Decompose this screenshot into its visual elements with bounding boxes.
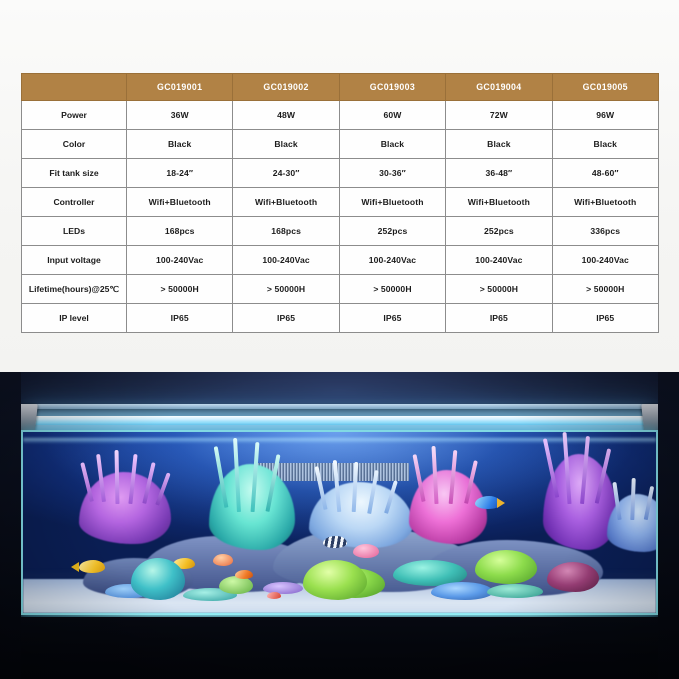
coral-teal-plate — [487, 584, 543, 598]
cell-lifetime-gc019001: > 50000H — [125, 274, 234, 304]
coral-green-cluster — [219, 576, 253, 594]
page-title: Lights to Enhance Your Corals — [22, 13, 384, 41]
cell-ip-level-gc019005: IP65 — [551, 303, 659, 333]
cell-leds-gc019002: 168pcs — [232, 216, 340, 246]
coral-pink-accent — [353, 544, 379, 558]
cell-fit-tank-size-gc019002: 24-30″ — [232, 158, 340, 188]
cell-fit-tank-size-gc019004: 36-48″ — [445, 158, 553, 188]
row-label-input-voltage: Input voltage — [21, 245, 127, 275]
cell-color-gc019005: Black — [551, 129, 659, 159]
right-dark-margin — [658, 372, 679, 679]
row-label-fit-tank-size: Fit tank size — [21, 158, 127, 188]
table-row: Lifetime(hours)@25℃ > 50000H > 50000H > … — [21, 274, 659, 304]
table-body: Power 36W 48W 60W 72W 96W Color Black Bl… — [21, 100, 659, 333]
cell-leds-gc019004: 252pcs — [445, 216, 553, 246]
row-label-ip-level: IP level — [21, 303, 127, 333]
column-header-gc019002: GC019002 — [232, 73, 340, 101]
cell-input-voltage-gc019005: 100-240Vac — [551, 245, 659, 275]
aquarium-tank — [21, 430, 658, 615]
cell-lifetime-gc019004: > 50000H — [445, 274, 553, 304]
table-row: LEDs 168pcs 168pcs 252pcs 252pcs 336pcs — [21, 216, 659, 246]
column-header-gc019001: GC019001 — [125, 73, 234, 101]
aquarium-product-photo — [0, 372, 679, 679]
fish-clownfish — [235, 570, 253, 579]
cell-controller-gc019004: Wifi+Bluetooth — [445, 187, 553, 217]
table-header: GC019001 GC019002 GC019003 GC019004 GC01… — [21, 73, 659, 101]
cell-lifetime-gc019005: > 50000H — [551, 274, 659, 304]
column-header-gc019004: GC019004 — [445, 73, 553, 101]
row-label-controller: Controller — [21, 187, 127, 217]
cell-fit-tank-size-gc019003: 30-36″ — [338, 158, 447, 188]
table-row: IP level IP65 IP65 IP65 IP65 IP65 — [21, 303, 659, 333]
cell-power-gc019004: 72W — [445, 100, 553, 130]
column-header-gc019003: GC019003 — [338, 73, 447, 101]
cell-fit-tank-size-gc019001: 18-24″ — [125, 158, 234, 188]
cell-input-voltage-gc019003: 100-240Vac — [338, 245, 447, 275]
cell-input-voltage-gc019004: 100-240Vac — [445, 245, 553, 275]
cell-color-gc019002: Black — [232, 129, 340, 159]
row-label-power: Power — [21, 100, 127, 130]
cell-color-gc019004: Black — [445, 129, 553, 159]
cell-ip-level-gc019003: IP65 — [338, 303, 447, 333]
cell-power-gc019003: 60W — [338, 100, 447, 130]
cell-fit-tank-size-gc019005: 48-60″ — [551, 158, 659, 188]
cell-controller-gc019003: Wifi+Bluetooth — [338, 187, 447, 217]
row-label-leds: LEDs — [21, 216, 127, 246]
coral-green-brain — [475, 550, 537, 584]
cell-ip-level-gc019002: IP65 — [232, 303, 340, 333]
table-row: Color Black Black Black Black Black — [21, 129, 659, 159]
coral-lime-brain-foreground — [303, 560, 367, 600]
column-header-gc019005: GC019005 — [551, 73, 659, 101]
cell-lifetime-gc019002: > 50000H — [232, 274, 340, 304]
cell-power-gc019002: 48W — [232, 100, 340, 130]
cell-ip-level-gc019001: IP65 — [125, 303, 234, 333]
cell-lifetime-gc019003: > 50000H — [338, 274, 447, 304]
cell-controller-gc019005: Wifi+Bluetooth — [551, 187, 659, 217]
cell-leds-gc019003: 252pcs — [338, 216, 447, 246]
cell-leds-gc019005: 336pcs — [551, 216, 659, 246]
cell-ip-level-gc019004: IP65 — [445, 303, 553, 333]
coral-blue-encrusting — [431, 582, 493, 600]
cell-leds-gc019001: 168pcs — [125, 216, 234, 246]
fish-small-red — [267, 592, 281, 599]
cell-color-gc019003: Black — [338, 129, 447, 159]
cell-power-gc019005: 96W — [551, 100, 659, 130]
specification-section: Lights to Enhance Your Corals GC019001 G… — [0, 0, 679, 372]
left-dark-margin — [0, 372, 21, 679]
row-label-color: Color — [21, 129, 127, 159]
table-header-row: GC019001 GC019002 GC019003 GC019004 GC01… — [21, 73, 659, 101]
tank-base-shadow — [0, 617, 679, 679]
led-light-bar-face — [28, 409, 651, 416]
coral-maroon-blob — [547, 562, 599, 592]
cell-input-voltage-gc019001: 100-240Vac — [125, 245, 234, 275]
table-corner-cell — [21, 73, 127, 101]
cell-input-voltage-gc019002: 100-240Vac — [232, 245, 340, 275]
table-row: Power 36W 48W 60W 72W 96W — [21, 100, 659, 130]
specification-table: GC019001 GC019002 GC019003 GC019004 GC01… — [21, 73, 659, 333]
cell-controller-gc019002: Wifi+Bluetooth — [232, 187, 340, 217]
fish-tail — [71, 562, 79, 572]
table-row: Fit tank size 18-24″ 24-30″ 30-36″ 36-48… — [21, 158, 659, 188]
coral-teal-maze — [131, 558, 185, 600]
coral-orange-accent — [213, 554, 233, 566]
table-row: Controller Wifi+Bluetooth Wifi+Bluetooth… — [21, 187, 659, 217]
table-row: Input voltage 100-240Vac 100-240Vac 100-… — [21, 245, 659, 275]
cell-color-gc019001: Black — [125, 129, 234, 159]
cell-power-gc019001: 36W — [125, 100, 234, 130]
water-shimmer — [48, 432, 631, 541]
row-label-lifetime: Lifetime(hours)@25℃ — [21, 274, 127, 304]
fish-yellow-tang — [79, 560, 105, 573]
cell-controller-gc019001: Wifi+Bluetooth — [125, 187, 234, 217]
